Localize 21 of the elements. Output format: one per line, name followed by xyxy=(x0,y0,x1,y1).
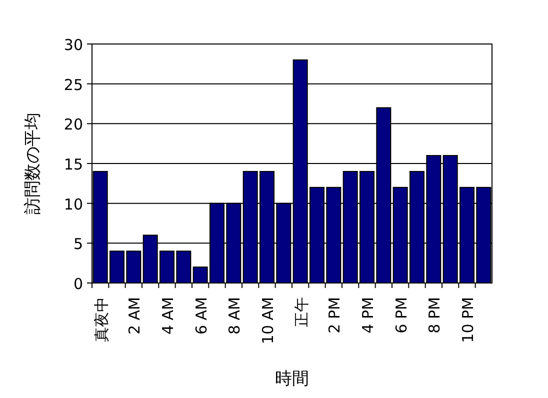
x-axis-title: 時間 xyxy=(275,369,309,389)
y-axis-title: 訪問数の平均 xyxy=(23,112,43,214)
x-tick-label: 4 PM xyxy=(359,297,377,334)
x-tick-label: 6 PM xyxy=(392,297,410,334)
y-tick-label: 15 xyxy=(64,156,83,174)
y-tick-label: 25 xyxy=(64,76,83,94)
x-tick-label: 2 AM xyxy=(126,297,144,335)
x-tick-label: 2 PM xyxy=(326,297,344,334)
x-tick-label: 真夜中 xyxy=(92,297,110,342)
y-tick-label: 5 xyxy=(73,235,83,254)
x-tick-label: 正午 xyxy=(292,297,310,327)
y-tick-label: 10 xyxy=(64,195,83,214)
y-tick-label: 30 xyxy=(64,36,83,54)
x-tick-label: 10 PM xyxy=(459,297,477,343)
x-tick-label: 8 PM xyxy=(426,297,444,334)
x-tick-label: 8 AM xyxy=(226,297,244,335)
x-tick-label: 6 AM xyxy=(192,297,210,335)
x-tick-label: 10 AM xyxy=(259,297,277,344)
y-tick-label: 20 xyxy=(64,116,83,134)
x-tick-label: 4 AM xyxy=(159,297,177,335)
y-tick-label: 0 xyxy=(73,275,83,293)
